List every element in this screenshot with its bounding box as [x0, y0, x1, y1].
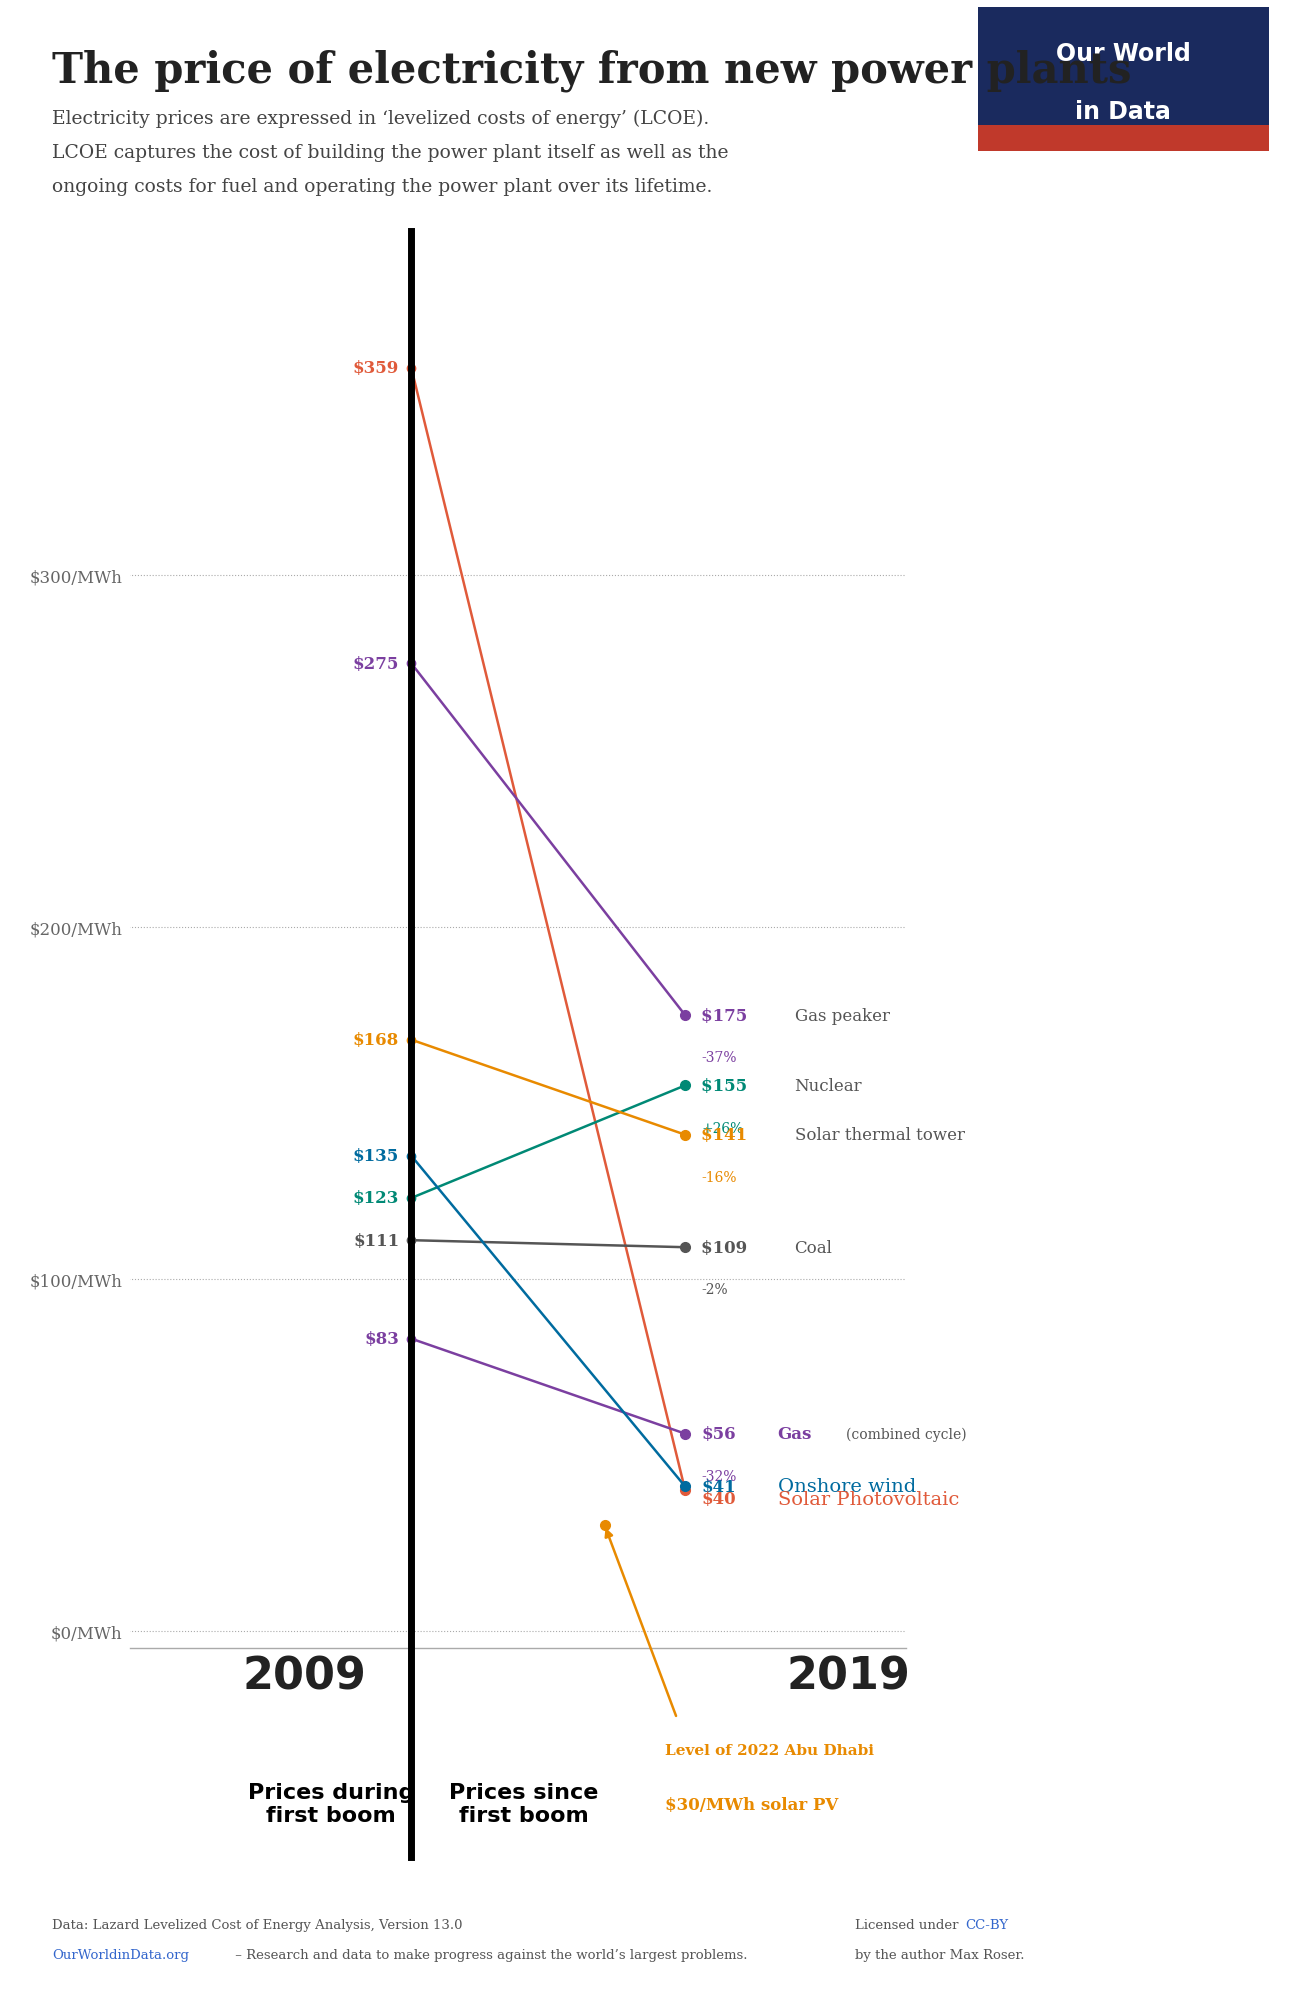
Text: $83: $83: [364, 1331, 399, 1347]
Text: OurWorldinData.org: OurWorldinData.org: [52, 1948, 189, 1962]
Text: Level of 2022 Abu Dhabi: Level of 2022 Abu Dhabi: [664, 1744, 874, 1758]
Text: Our World: Our World: [1055, 42, 1191, 66]
Text: $111: $111: [354, 1233, 399, 1249]
Text: -37%: -37%: [701, 1051, 737, 1065]
Text: $275: $275: [352, 655, 399, 673]
Text: $40: $40: [701, 1491, 736, 1506]
Text: $41: $41: [701, 1479, 736, 1495]
Text: $123: $123: [352, 1191, 399, 1207]
Text: Prices during
first boom: Prices during first boom: [247, 1782, 414, 1824]
Text: Data: Lazard Levelized Cost of Energy Analysis, Version 13.0: Data: Lazard Levelized Cost of Energy An…: [52, 1918, 462, 1932]
Text: $30/MWh solar PV: $30/MWh solar PV: [664, 1796, 838, 1812]
Text: CC-BY: CC-BY: [965, 1918, 1008, 1932]
Text: 2019: 2019: [786, 1654, 910, 1698]
Text: The price of electricity from new power plants: The price of electricity from new power …: [52, 50, 1132, 92]
Text: Coal: Coal: [795, 1239, 833, 1257]
Text: Prices since
first boom: Prices since first boom: [449, 1782, 598, 1824]
Text: Licensed under: Licensed under: [855, 1918, 962, 1932]
Text: $155: $155: [701, 1077, 754, 1095]
Text: +26%: +26%: [701, 1121, 743, 1135]
Text: Solar Photovoltaic: Solar Photovoltaic: [778, 1491, 960, 1508]
Text: $141: $141: [701, 1127, 754, 1143]
Text: – Research and data to make progress against the world’s largest problems.: – Research and data to make progress aga…: [231, 1948, 747, 1962]
Text: Gas: Gas: [778, 1425, 812, 1443]
Text: -2%: -2%: [701, 1283, 728, 1297]
Text: $56: $56: [701, 1425, 736, 1443]
Text: Electricity prices are expressed in ‘levelized costs of energy’ (LCOE).: Electricity prices are expressed in ‘lev…: [52, 110, 710, 128]
Text: $359: $359: [354, 360, 399, 378]
Text: $135: $135: [354, 1147, 399, 1165]
Text: $109: $109: [701, 1239, 754, 1257]
Text: $175: $175: [701, 1007, 754, 1025]
Text: ongoing costs for fuel and operating the power plant over its lifetime.: ongoing costs for fuel and operating the…: [52, 178, 712, 196]
Text: Gas peaker: Gas peaker: [795, 1007, 890, 1025]
Text: -32%: -32%: [701, 1469, 737, 1483]
Text: by the author Max Roser.: by the author Max Roser.: [855, 1948, 1024, 1962]
Text: Solar thermal tower: Solar thermal tower: [795, 1127, 965, 1143]
Text: (combined cycle): (combined cycle): [846, 1427, 967, 1441]
Text: 2009: 2009: [242, 1654, 366, 1698]
Text: -16%: -16%: [701, 1171, 737, 1185]
Text: Nuclear: Nuclear: [795, 1077, 862, 1095]
Text: LCOE captures the cost of building the power plant itself as well as the: LCOE captures the cost of building the p…: [52, 144, 728, 162]
Text: in Data: in Data: [1075, 100, 1172, 124]
Text: Onshore wind: Onshore wind: [778, 1479, 916, 1497]
Text: $168: $168: [354, 1031, 399, 1049]
